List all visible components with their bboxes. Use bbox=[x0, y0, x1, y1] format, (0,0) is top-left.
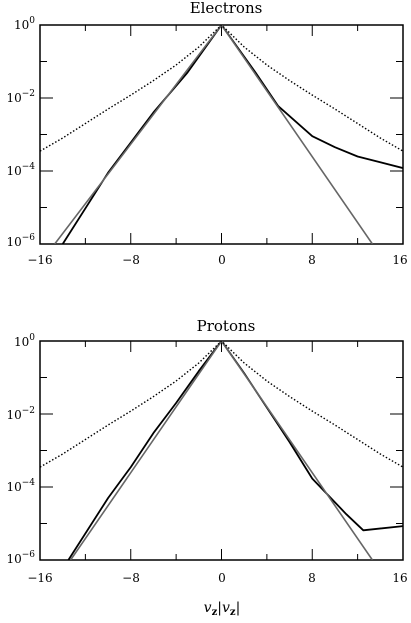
x-tick-labels: −16 −8 0 8 16 bbox=[27, 571, 407, 585]
x-tick-label: 0 bbox=[218, 253, 226, 267]
plot-frame bbox=[39, 24, 404, 245]
y-tick-label: 10−2 bbox=[6, 406, 35, 422]
x-tick-label: 0 bbox=[218, 571, 226, 585]
x-tick-label: 8 bbox=[308, 571, 316, 585]
x-tick-label: −16 bbox=[27, 571, 52, 585]
x-tick-label: 8 bbox=[308, 253, 316, 267]
y-tick-label: 10−6 bbox=[6, 550, 35, 566]
y-tick-label: 100 bbox=[14, 16, 35, 32]
x-tick-label: 16 bbox=[392, 571, 407, 585]
panel-electrons: Electrons −16 −8 0 8 16 100 10−2 10−4 10… bbox=[6, 0, 407, 267]
series-line-solid-gray bbox=[54, 25, 374, 244]
series-line-solid-gray bbox=[69, 341, 374, 560]
series-line-dotted bbox=[40, 25, 403, 152]
series-line-solid-black bbox=[67, 341, 403, 560]
ticks bbox=[39, 340, 404, 561]
y-tick-labels: 100 10−2 10−4 10−6 bbox=[6, 333, 35, 566]
x-tick-label: −8 bbox=[122, 253, 140, 267]
y-tick-label: 10−6 bbox=[6, 233, 35, 249]
x-axis-label: vz|vz| bbox=[204, 600, 241, 618]
panel-protons: Protons −16 −8 0 8 16 100 10−2 10−4 10−6 bbox=[6, 317, 407, 585]
y-tick-label: 100 bbox=[14, 333, 35, 349]
plot-frame bbox=[39, 340, 404, 561]
series-group bbox=[40, 341, 403, 560]
panel-title: Protons bbox=[197, 317, 256, 335]
x-tick-label: −8 bbox=[122, 571, 140, 585]
x-tick-label: −16 bbox=[27, 253, 52, 267]
series-group bbox=[40, 25, 403, 244]
ticks bbox=[39, 24, 404, 245]
series-line-dotted bbox=[40, 341, 403, 468]
x-tick-label: 16 bbox=[392, 253, 407, 267]
y-tick-label: 10−4 bbox=[6, 162, 35, 178]
y-tick-label: 10−4 bbox=[6, 478, 35, 494]
panel-title: Electrons bbox=[190, 0, 263, 17]
x-tick-labels: −16 −8 0 8 16 bbox=[27, 253, 407, 267]
y-tick-labels: 100 10−2 10−4 10−6 bbox=[6, 16, 35, 249]
y-tick-label: 10−2 bbox=[6, 89, 35, 105]
